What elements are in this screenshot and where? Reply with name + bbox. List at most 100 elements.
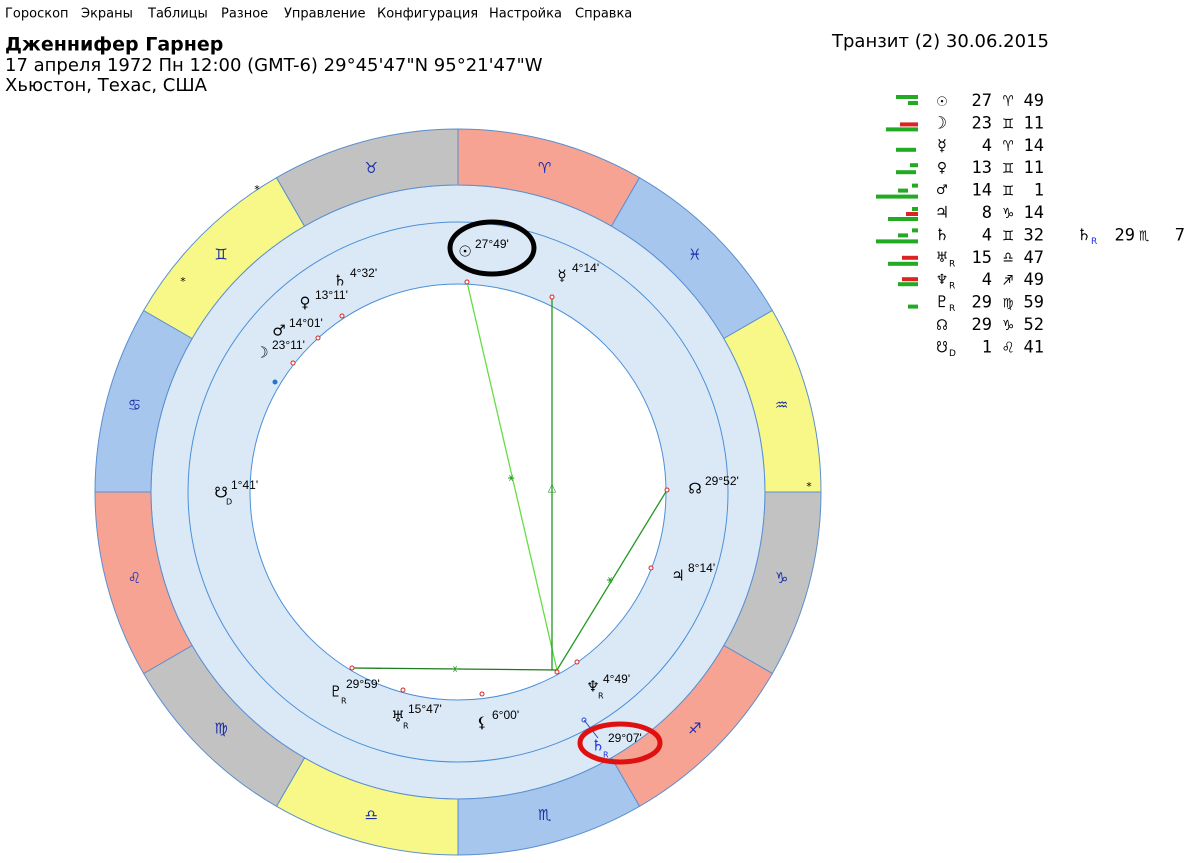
row-degree: 29	[972, 315, 992, 335]
row-degree: 27	[972, 91, 992, 111]
row-planet: ☊	[937, 315, 948, 335]
row-degree: 23	[972, 113, 992, 133]
strength-bar	[876, 239, 918, 244]
strength-bar	[898, 282, 918, 287]
sign-glyph: ♎	[365, 806, 378, 824]
point-label: 29°07'	[608, 731, 642, 745]
sign-glyph: ♉	[365, 159, 378, 177]
row-sign: ♊	[1003, 158, 1014, 178]
point-flag: R	[341, 697, 347, 706]
row-planet: ♂	[937, 181, 948, 201]
point-label: 1°41'	[231, 478, 258, 492]
sign-glyph: ♑	[775, 569, 788, 587]
strength-bar	[908, 304, 918, 309]
point-label: 15°47'	[408, 702, 442, 716]
transit-sign: ♏	[1139, 225, 1149, 245]
ring-line	[187, 221, 729, 763]
point-label: 4°32'	[350, 266, 377, 280]
sign-segment	[275, 128, 459, 227]
menu-item[interactable]: Настройка	[489, 7, 562, 22]
aspect-symbol: ⚹	[508, 471, 515, 484]
point-label: 23°11'	[272, 338, 305, 352]
menu-item[interactable]: Конфигурация	[377, 7, 478, 22]
row-planet: ♅	[937, 248, 948, 268]
point-glyph: ♄	[591, 737, 604, 755]
point-label: 29°52'	[705, 474, 739, 488]
row-flag: D	[949, 349, 956, 359]
sign-glyph: ♓	[688, 246, 701, 264]
point-glyph: ⚸	[477, 714, 488, 732]
strength-bar	[902, 277, 918, 282]
highlight-red	[577, 721, 663, 765]
row-degree: 4	[982, 225, 992, 245]
row-degree: 4	[982, 136, 992, 156]
row-sign: ♌	[1003, 337, 1013, 357]
point-label: 6°00'	[492, 708, 519, 722]
point-glyph: ♅	[391, 708, 404, 726]
row-planet: ♀	[937, 158, 947, 178]
strength-bar	[910, 163, 918, 168]
row-degree: 1	[982, 337, 992, 357]
point-flag: D	[226, 498, 232, 507]
strength-bar	[888, 217, 918, 221]
point-glyph: ♇	[329, 683, 342, 701]
strength-bar	[898, 233, 908, 238]
row-minutes: 14	[1024, 203, 1044, 223]
menu-item[interactable]: Экраны	[81, 7, 133, 22]
row-sign: ♈	[1003, 91, 1014, 111]
menu-item[interactable]: Таблицы	[147, 7, 208, 22]
point-label: 29°59'	[346, 677, 380, 691]
birth-place: Хьюстон, Техас, США	[5, 75, 208, 96]
row-planet: ♄	[937, 225, 947, 245]
highlight-black	[447, 219, 537, 277]
menu-item[interactable]: Гороскоп	[5, 7, 69, 22]
point-flag: R	[603, 751, 609, 760]
row-planet: ♇	[937, 293, 947, 313]
row-minutes: 47	[1024, 248, 1044, 268]
sign-glyph: ♒	[775, 396, 788, 414]
point-flag: R	[598, 692, 604, 701]
row-minutes: 41	[1024, 337, 1044, 357]
row-sign: ♎	[1003, 248, 1013, 268]
row-minutes: 59	[1024, 293, 1044, 313]
row-minutes: 11	[1024, 158, 1044, 178]
strength-bar	[896, 95, 918, 99]
row-degree: 14	[972, 181, 992, 201]
strength-bar	[906, 212, 918, 216]
row-sign: ♈	[1003, 136, 1014, 156]
aspect-symbol: △	[548, 481, 557, 494]
row-sign: ♊	[1003, 225, 1014, 245]
transit-flag: R	[1091, 237, 1097, 247]
row-sign: ♊	[1003, 181, 1014, 201]
point-glyph: ☊	[688, 480, 701, 498]
person-name: Дженнифер Гарнер	[5, 34, 223, 56]
sign-glyph: ♐	[688, 719, 701, 737]
sign-glyph: ♈	[538, 159, 551, 177]
point-label: 4°14'	[572, 261, 599, 275]
row-planet: ♆	[937, 270, 947, 290]
point-glyph: ☽	[255, 344, 268, 362]
position-dot	[272, 379, 278, 385]
position-dot	[574, 659, 580, 665]
sign-glyph: ♋	[128, 396, 141, 414]
position-dot	[349, 665, 355, 671]
row-degree: 13	[972, 158, 992, 178]
menu-item[interactable]: Справка	[575, 7, 632, 22]
menu-item[interactable]: Управление	[284, 7, 366, 22]
point-glyph: ♃	[671, 567, 684, 585]
point-glyph: ☿	[557, 267, 566, 285]
strength-bar	[912, 183, 918, 188]
strength-bar	[902, 255, 918, 260]
position-dot	[664, 487, 670, 493]
position-dot	[479, 691, 485, 697]
row-sign: ♊	[1003, 113, 1014, 133]
point-glyph: ♆	[586, 678, 599, 696]
row-planet: ♃	[937, 203, 947, 223]
sign-glyph: ♌	[128, 569, 141, 587]
row-planet: ☽	[937, 113, 947, 133]
strength-bar	[876, 194, 918, 199]
point-label: 4°49'	[603, 672, 630, 686]
menu-item[interactable]: Разное	[221, 7, 268, 22]
birth-details: 17 апреля 1972 Пн 12:00 (GMT-6) 29°45'47…	[5, 55, 543, 76]
